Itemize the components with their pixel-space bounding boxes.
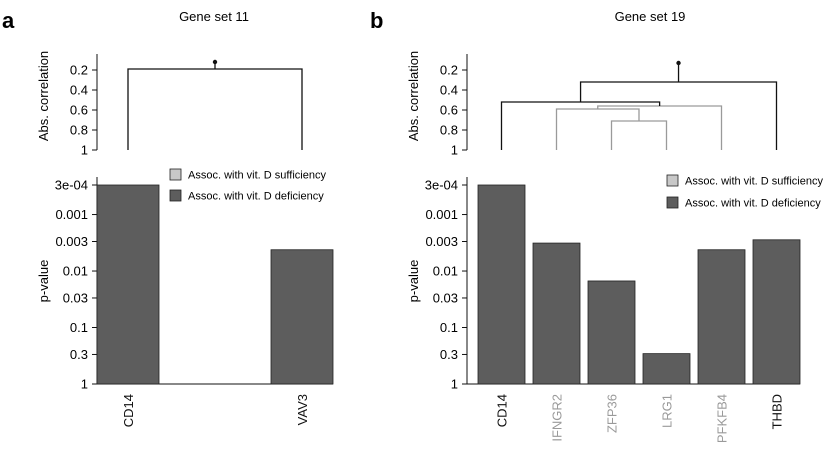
bar-lrg1 (642, 353, 691, 385)
dendrogram-branch (610, 120, 668, 150)
dendrogram-y-tick-label: 0.6 (70, 103, 88, 118)
category-label-cd14: CD14 (121, 394, 136, 427)
dendrogram-y-tick-label: 0.2 (70, 63, 88, 78)
dendrogram-branch (579, 81, 778, 150)
legend-label-sufficiency: Assoc. with vit. D sufficiency (188, 170, 326, 182)
category-label-thbd: THBD (770, 394, 785, 429)
pvalue-y-tick-label: 0.003 (55, 234, 88, 249)
pvalue-y-tick-label: 3e-04 (55, 178, 88, 193)
dendrogram-root-dot (676, 60, 681, 66)
pvalue-y-tick-label: 0.01 (63, 264, 88, 279)
bar-vav3 (270, 249, 334, 385)
pvalue-y-tick-label: 0.1 (440, 320, 458, 335)
panel-a-pvalue-ylabel: p-value (36, 260, 51, 303)
pvalue-y-tick-label: 0.001 (55, 207, 88, 222)
bar-ifngr2 (532, 242, 581, 385)
panel-b-pvalue-ylabel: p-value (406, 260, 421, 303)
dendrogram-branch (597, 105, 723, 150)
panel-b-title: Gene set 19 (615, 9, 686, 24)
panel-letter-b: b (370, 8, 383, 33)
pvalue-y-tick-label: 0.001 (425, 207, 458, 222)
panel-b: b Gene set 19 Abs. correlation p-value 0… (370, 8, 823, 443)
pvalue-y-tick-label: 1 (451, 377, 458, 392)
legend-swatch-deficiency (666, 196, 679, 209)
legend-swatch-deficiency (169, 189, 182, 202)
pvalue-y-tick-label: 0.1 (70, 320, 88, 335)
pvalue-y-tick-label: 0.3 (440, 347, 458, 362)
pvalue-y-tick-label: 1 (81, 377, 88, 392)
dendrogram-root-dot (212, 59, 218, 65)
dendrogram-y-tick-label: 0.8 (440, 123, 458, 138)
panel-a: a Gene set 11 Abs. correlation p-value 0… (2, 8, 334, 427)
pvalue-y-tick-label: 0.3 (70, 347, 88, 362)
bar-cd14 (96, 184, 160, 385)
dendrogram-y-tick-label: 1 (81, 143, 88, 158)
legend-label-deficiency: Assoc. with vit. D deficiency (188, 191, 324, 203)
legend-swatch-sufficiency (169, 168, 182, 181)
bar-pfkfb4 (697, 249, 746, 385)
dendrogram-y-tick-label: 1 (451, 143, 458, 158)
legend-swatch-sufficiency (666, 174, 679, 187)
legend-label-deficiency: Assoc. with vit. D deficiency (685, 198, 821, 210)
panel-a-chart: 0.2 0.4 0.6 0.8 1 3e-04 0.001 0.003 0.01 0.03 0.1 0… (55, 54, 334, 427)
legend-label-sufficiency: Assoc. with vit. D sufficiency (685, 176, 823, 188)
category-label-zfp36: ZFP36 (605, 394, 620, 433)
panel-a-title: Gene set 11 (179, 9, 249, 24)
category-label-ifngr2: IFNGR2 (550, 394, 565, 442)
category-label-pfkfb4: PFKFB4 (715, 394, 730, 443)
category-label-lrg1: LRG1 (660, 394, 675, 428)
dendrogram-y-tick-label: 0.8 (70, 123, 88, 138)
dendrogram-branch (555, 108, 640, 150)
pvalue-y-tick-label: 0.03 (433, 290, 458, 305)
pvalue-y-tick-label: 3e-04 (425, 178, 458, 193)
panel-a-dendrogram-ylabel: Abs. correlation (36, 51, 51, 141)
category-label-vav3: VAV3 (295, 394, 310, 425)
bar-zfp36 (587, 280, 636, 385)
pvalue-y-tick-label: 0.03 (63, 290, 88, 305)
dendrogram-y-tick-label: 0.4 (440, 83, 458, 98)
dendrogram-y-tick-label: 0.6 (440, 103, 458, 118)
dendrogram-y-tick-label: 0.2 (440, 63, 458, 78)
dendrogram-y-tick-label: 0.4 (70, 83, 88, 98)
bar-cd14 (477, 184, 526, 385)
panel-b-chart: 0.2 0.4 0.6 0.8 1 3e-04 0.001 0.003 0.01 0.03 0.1 0… (425, 54, 823, 443)
dendrogram-branch (127, 68, 303, 150)
pvalue-y-tick-label: 0.01 (433, 264, 458, 279)
bar-thbd (752, 239, 801, 385)
pvalue-y-tick-label: 0.003 (425, 234, 458, 249)
panel-b-dendrogram-ylabel: Abs. correlation (406, 51, 421, 141)
panel-letter-a: a (2, 8, 15, 33)
category-label-cd14: CD14 (495, 394, 510, 427)
